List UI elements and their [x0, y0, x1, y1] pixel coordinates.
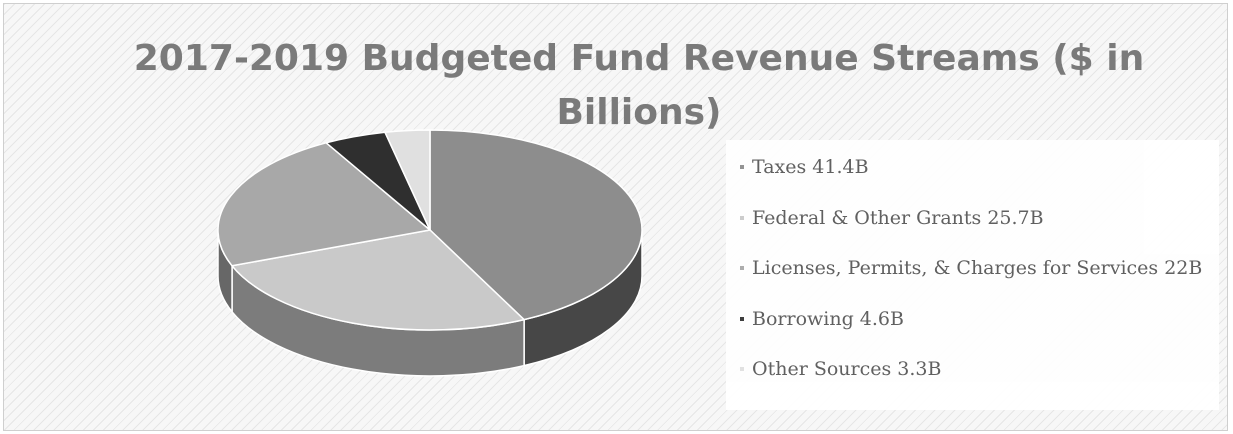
chart-title: 2017-2019 Budgeted Fund Revenue Streams …	[133, 38, 1145, 133]
legend-swatch	[740, 316, 744, 321]
pie-slice-licenses-permits-charges-for-services	[217, 142, 431, 267]
legend-item-taxes: Taxes 41.4B	[740, 152, 869, 182]
legend-item-federal-other-grants: Federal & Other Grants 25.7B	[740, 203, 1044, 233]
pie-top-faces	[217, 129, 643, 331]
legend-item-borrowing: Borrowing 4.6B	[740, 304, 904, 334]
pie-slice-other-sources	[384, 129, 431, 231]
pie-chart	[217, 129, 643, 377]
legend-label: Federal & Other Grants 25.7B	[752, 206, 1044, 229]
legend-swatch	[740, 367, 744, 371]
pie-slice-taxes	[429, 129, 643, 321]
pie-slice-federal-other-grants	[231, 229, 525, 331]
legend-item-licenses-permits-charges-for-services: Licenses, Permits, & Charges for Service…	[740, 253, 1202, 283]
legend-label: Other Sources 3.3B	[752, 358, 942, 380]
legend-swatch	[740, 215, 744, 220]
legend-swatch	[740, 165, 744, 169]
legend-item-other-sources: Other Sources 3.3B	[740, 354, 941, 384]
legend-label: Borrowing 4.6B	[752, 307, 904, 330]
legend-label: Taxes 41.4B	[752, 156, 869, 178]
legend-label: Licenses, Permits, & Charges for Service…	[752, 257, 1203, 279]
pie-side-walls	[217, 229, 643, 377]
chart-legend: Taxes 41.4B Federal & Other Grants 25.7B L…	[726, 140, 1219, 410]
chart-frame: 2017-2019 Budgeted Fund Revenue Streams …	[3, 3, 1228, 431]
legend-swatch	[740, 266, 744, 270]
